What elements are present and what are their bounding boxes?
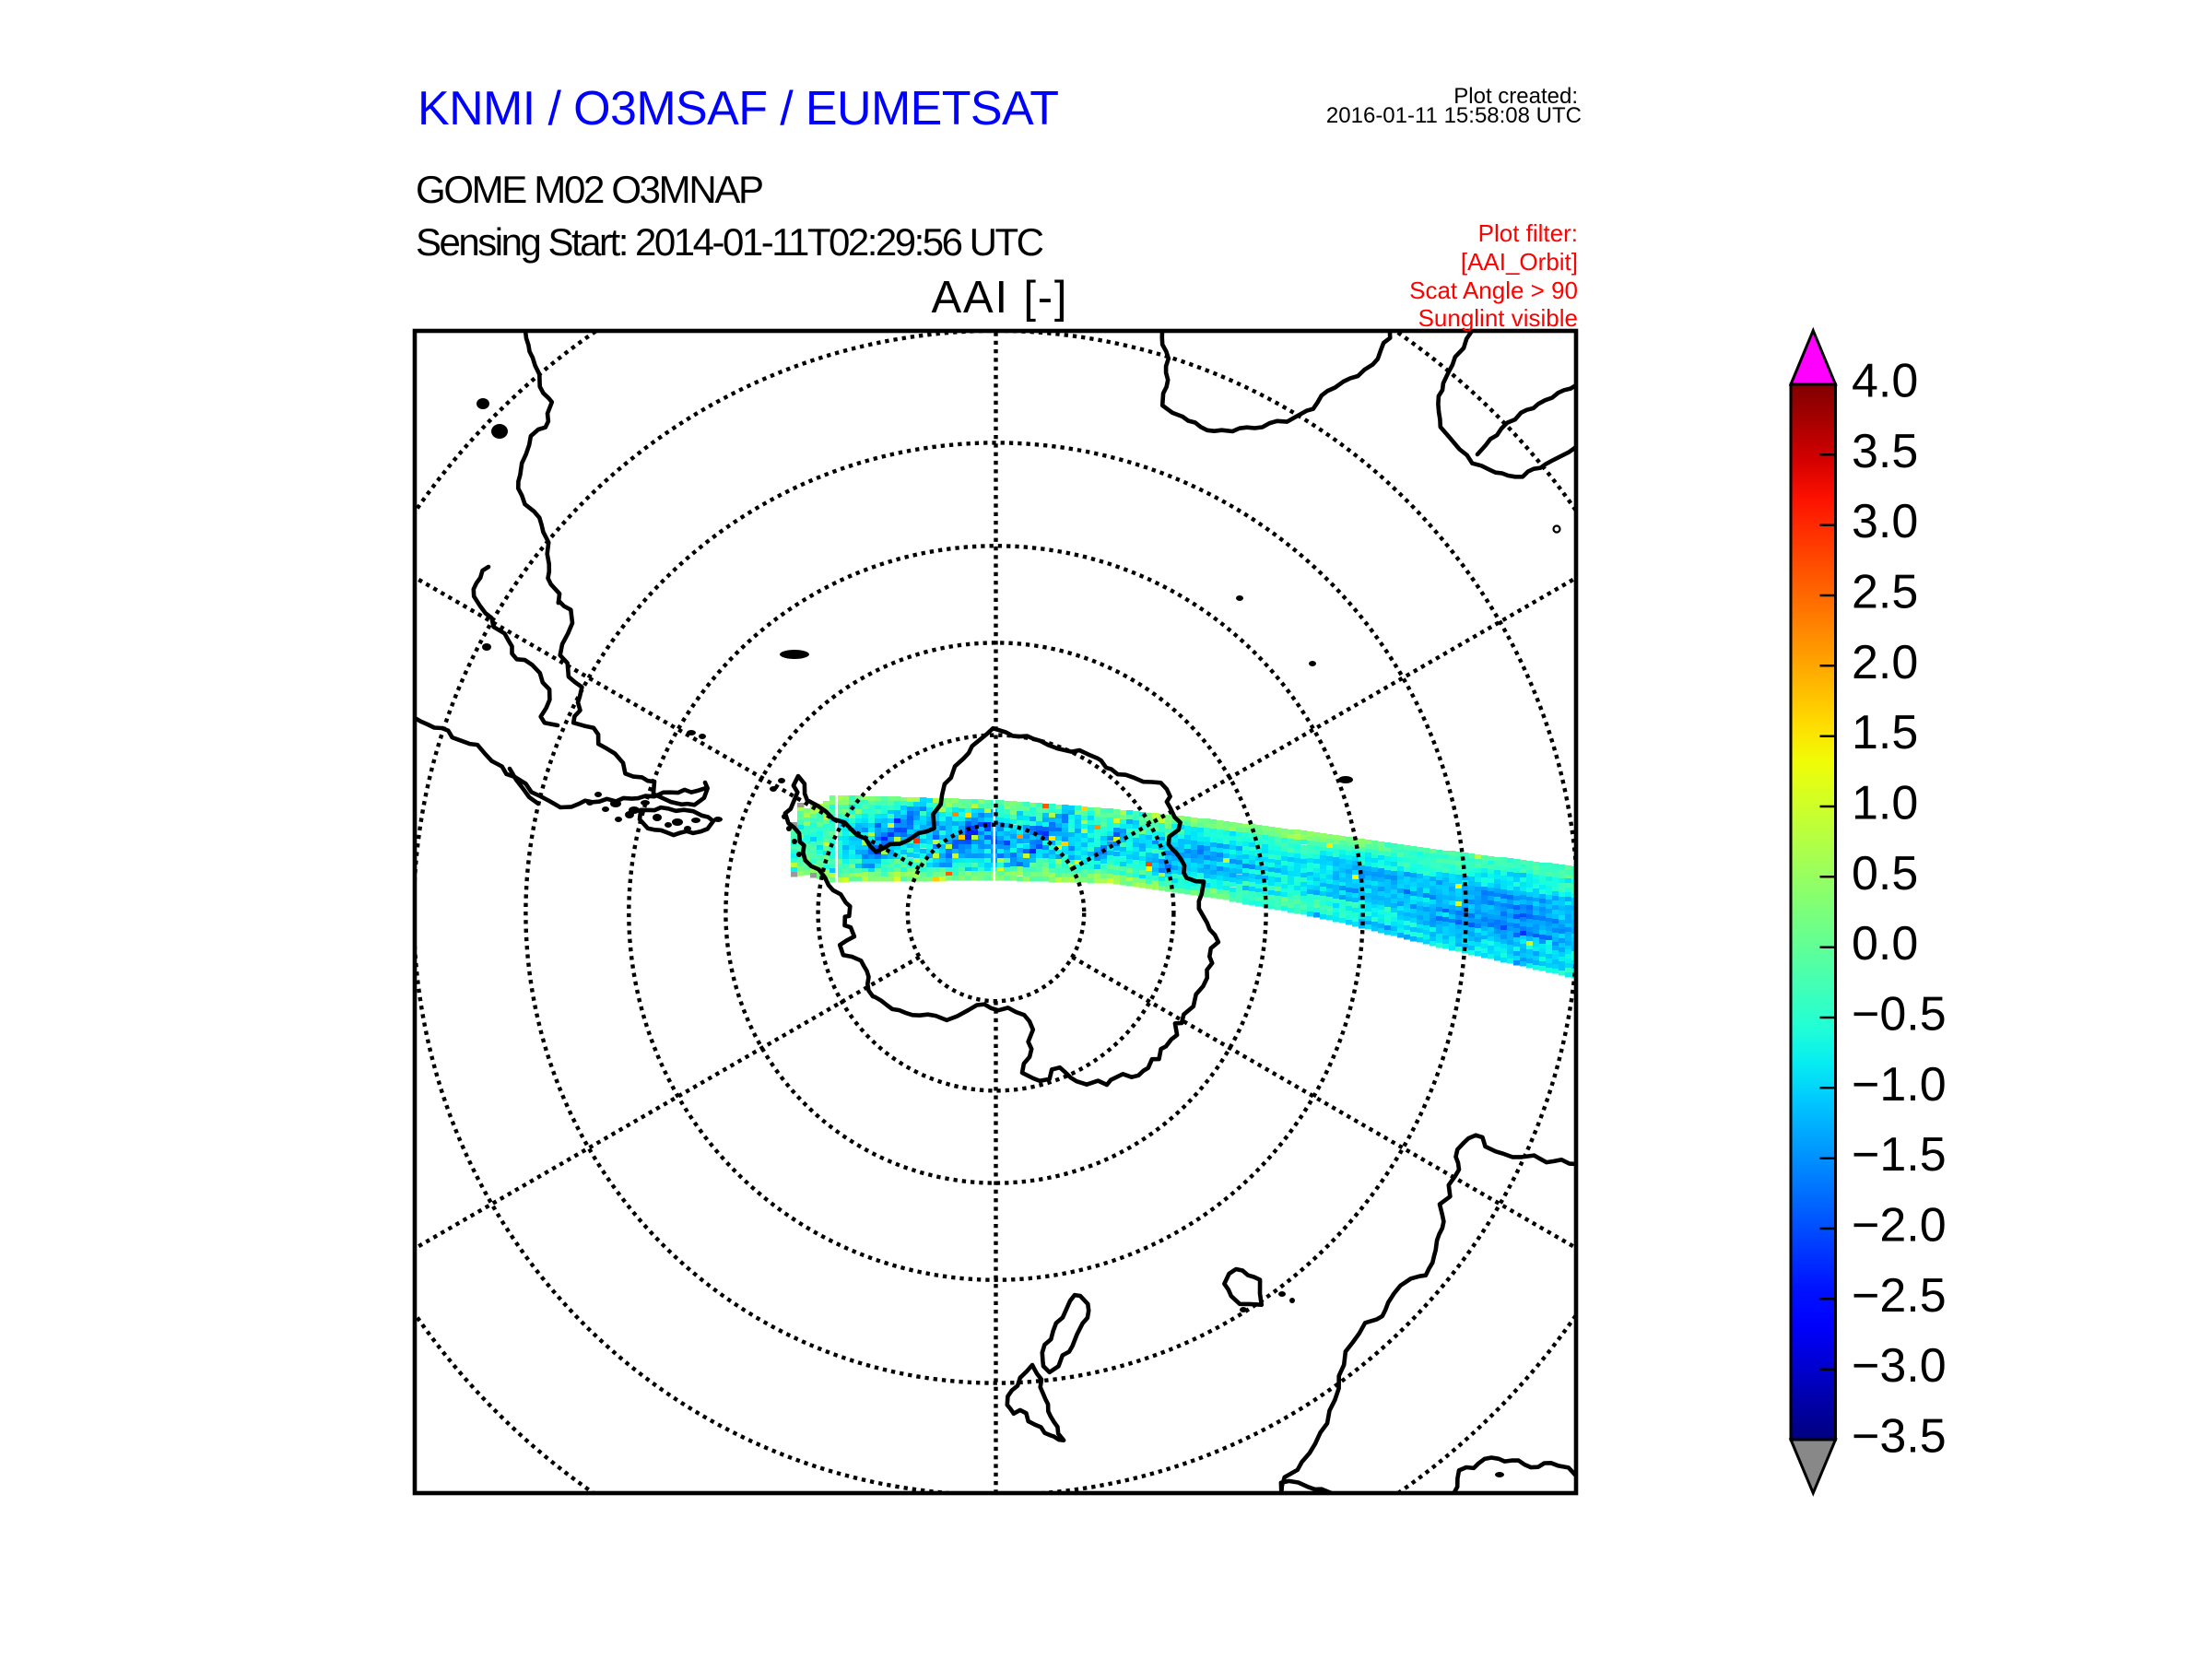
svg-text:Scat Angle > 90: Scat Angle > 90 <box>1409 276 1578 304</box>
svg-text:KNMI / O3MSAF / EUMETSAT: KNMI / O3MSAF / EUMETSAT <box>418 82 1059 135</box>
svg-text:2.5: 2.5 <box>1852 566 1918 619</box>
svg-text:−1.5: −1.5 <box>1852 1128 1947 1182</box>
svg-text:Plot created:: Plot created: <box>1453 84 1578 109</box>
svg-text:[AAI_Orbit]: [AAI_Orbit] <box>1461 248 1578 276</box>
svg-text:0.5: 0.5 <box>1852 847 1918 900</box>
svg-text:−3.0: −3.0 <box>1852 1339 1947 1393</box>
svg-text:4.0: 4.0 <box>1852 355 1918 408</box>
svg-text:Sunglint visible: Sunglint visible <box>1418 304 1578 332</box>
svg-text:AAI [-]: AAI [-] <box>932 273 1067 323</box>
svg-text:1.0: 1.0 <box>1852 777 1918 830</box>
svg-text:Plot filter:: Plot filter: <box>1478 219 1578 247</box>
svg-text:0.0: 0.0 <box>1852 917 1918 971</box>
svg-text:3.0: 3.0 <box>1852 495 1918 548</box>
svg-text:2016-01-11 15:58:08 UTC: 2016-01-11 15:58:08 UTC <box>1326 103 1582 128</box>
svg-text:−2.0: −2.0 <box>1852 1199 1947 1253</box>
svg-text:−3.5: −3.5 <box>1852 1410 1947 1464</box>
svg-text:2.0: 2.0 <box>1852 636 1918 689</box>
svg-text:−1.0: −1.0 <box>1852 1058 1947 1112</box>
svg-text:GOME M02 O3MNAP: GOME M02 O3MNAP <box>416 168 764 211</box>
svg-text:1.5: 1.5 <box>1852 706 1918 759</box>
svg-text:−2.5: −2.5 <box>1852 1269 1947 1323</box>
svg-text:Sensing Start: 2014-01-11T02:2: Sensing Start: 2014-01-11T02:29:56 UTC <box>416 220 1044 264</box>
svg-text:−0.5: −0.5 <box>1852 988 1947 1041</box>
svg-text:3.5: 3.5 <box>1852 425 1918 478</box>
